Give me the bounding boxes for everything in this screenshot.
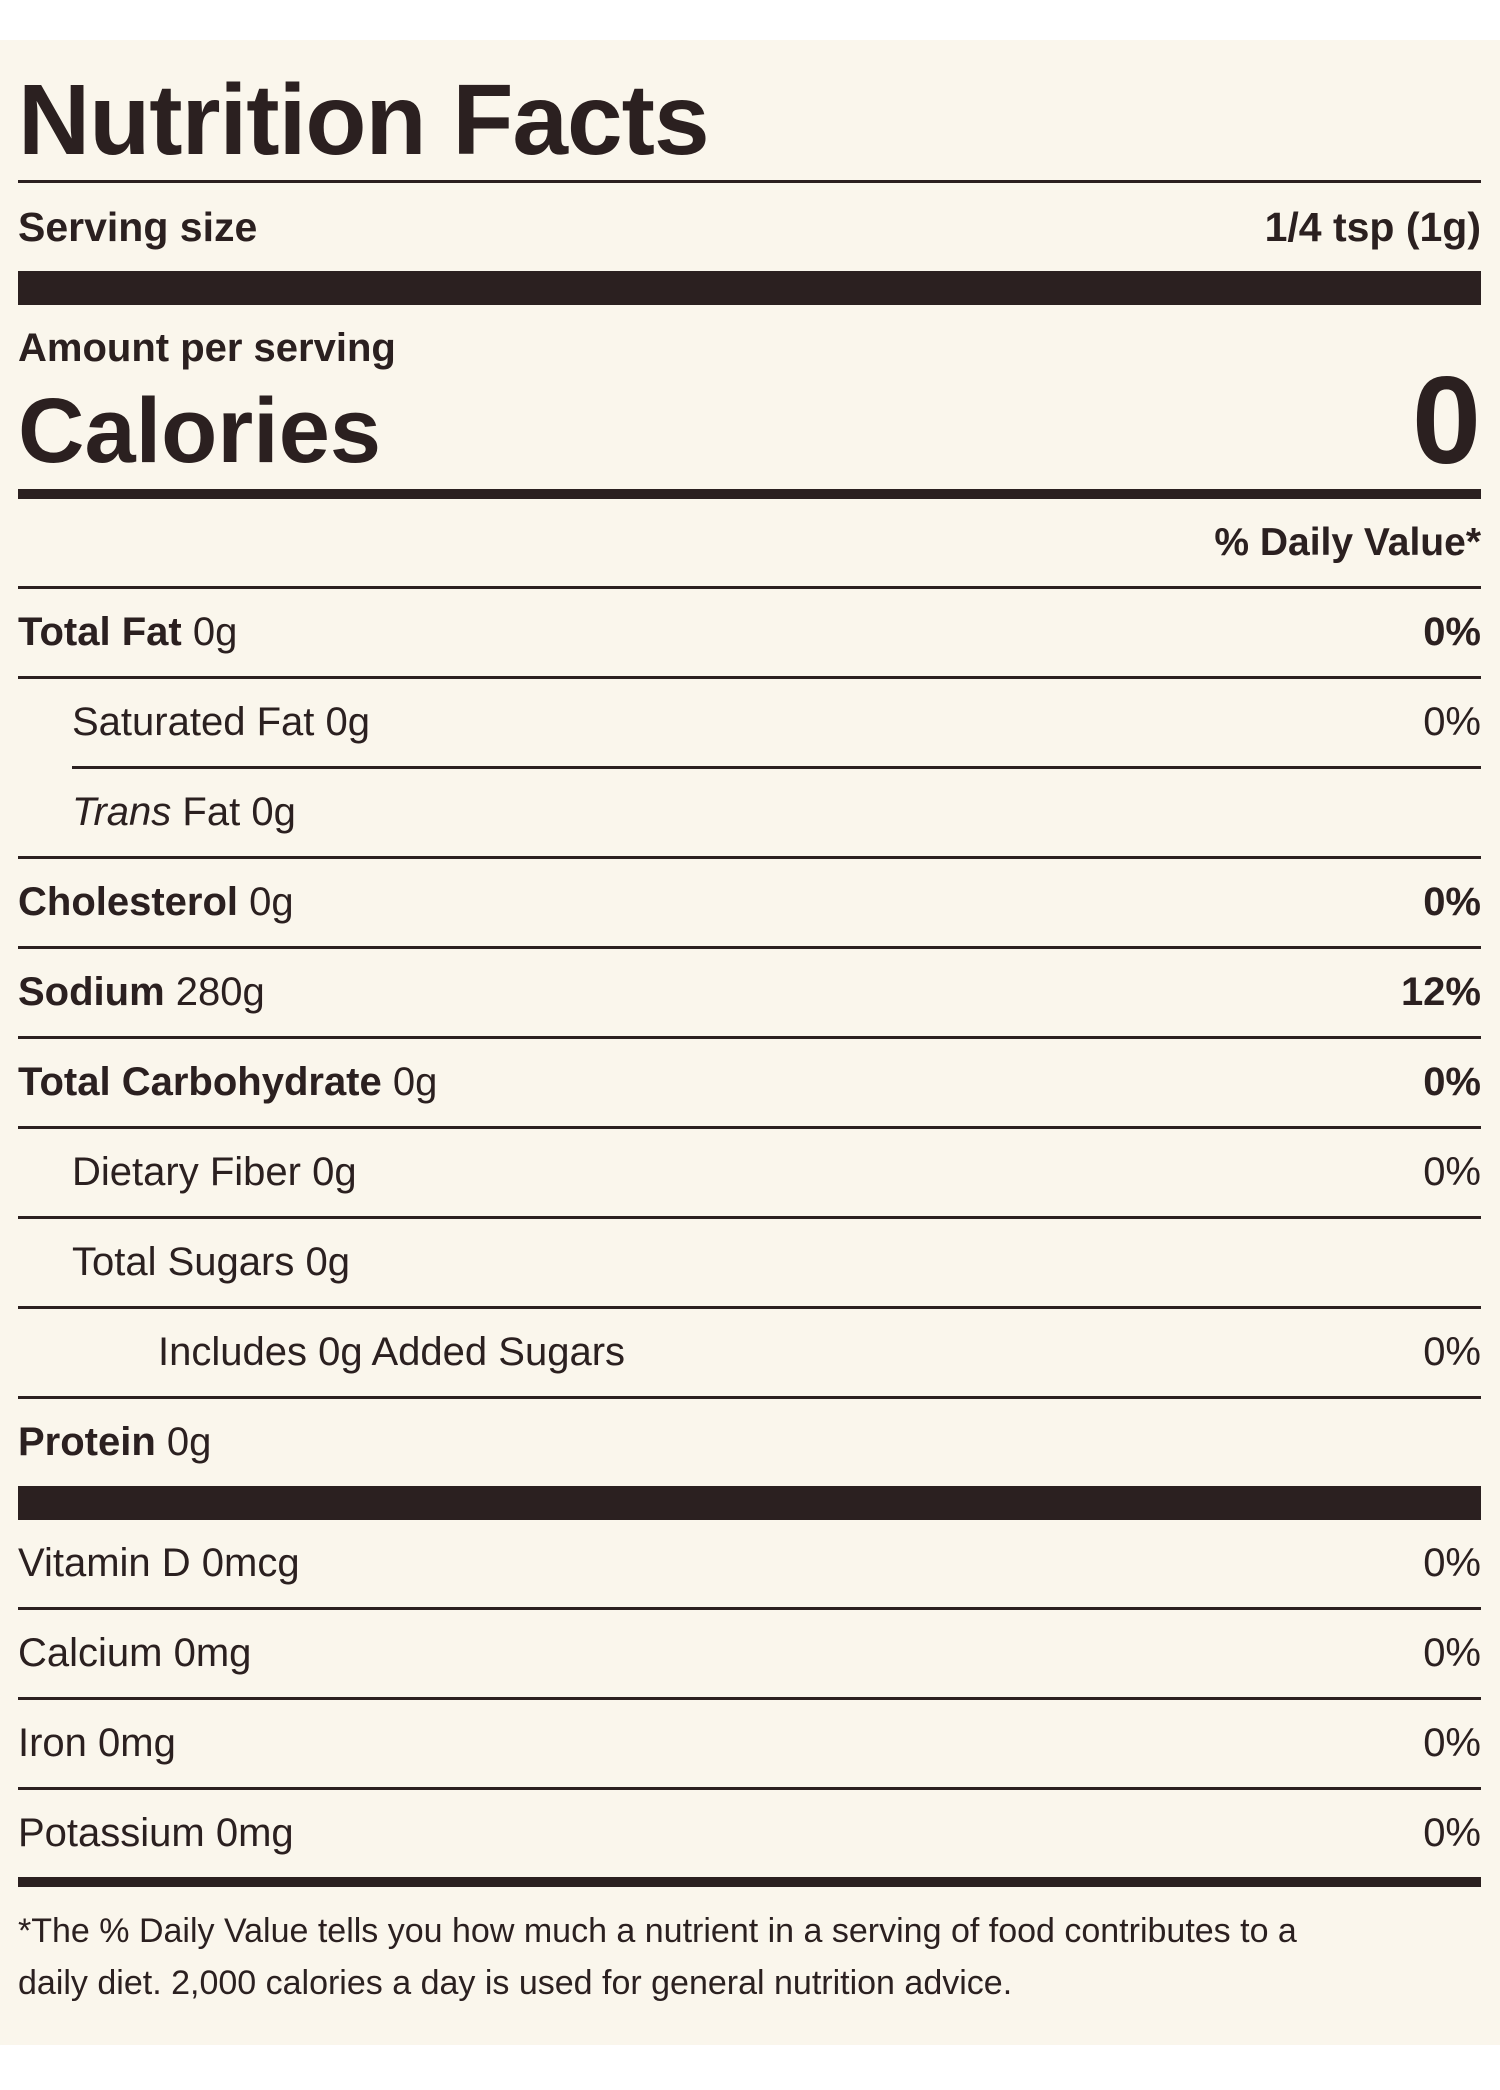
divider [18,1787,1481,1790]
vitamin-dv: 0% [1423,1811,1481,1855]
nutrient-dv: 0% [1423,1330,1481,1374]
divider [72,766,1481,769]
nutrient-dv: 0% [1423,1060,1481,1104]
vitamin-row-potassium: Potassium 0mg 0% [18,1790,1481,1877]
divider [18,1306,1481,1309]
vitamin-row-iron: Iron 0mg 0% [18,1700,1481,1787]
nutrient-label: Saturated Fat 0g [72,700,370,744]
nutrient-label: Sodium 280g [18,970,265,1014]
nutrient-dv: 0% [1423,1150,1481,1194]
calories-value: 0 [1412,352,1481,490]
divider [18,676,1481,679]
nutrient-row-protein: Protein 0g [18,1399,1481,1486]
divider [18,1036,1481,1039]
nutrient-dv: 0% [1423,880,1481,924]
nutrient-row-saturated-fat: Saturated Fat 0g 0% [18,679,1481,766]
divider [18,1126,1481,1129]
nutrient-row-trans-fat: Trans Fat 0g [18,769,1481,856]
nutrient-row-sodium: Sodium 280g 12% [18,949,1481,1036]
footnote-line: *The % Daily Value tells you how much a … [18,1912,1297,1950]
nutrient-row-total-fat: Total Fat 0g 0% [18,589,1481,676]
nutrition-label: Nutrition Facts Serving size 1/4 tsp (1g… [18,40,1481,2009]
divider [18,1697,1481,1700]
divider [18,946,1481,949]
nutrient-dv: 0% [1423,610,1481,654]
divider [18,180,1481,183]
footnote-line: daily diet. 2,000 calories a day is used… [18,1964,1013,2002]
footnote: *The % Daily Value tells you how much a … [18,1887,1481,2009]
nutrient-dv: 12% [1400,970,1481,1014]
vitamin-row-vitamin-d: Vitamin D 0mcg 0% [18,1520,1481,1607]
vitamin-label: Iron 0mg [18,1721,176,1765]
nutrient-label: Includes 0g Added Sugars [158,1330,626,1374]
nutrient-label: Trans Fat 0g [72,790,296,834]
label-panel [0,40,1500,2045]
amount-per-serving: Amount per serving [18,305,1481,377]
calories-row: Calories 0 [18,359,1481,483]
divider [18,1396,1481,1399]
nutrient-label: Dietary Fiber 0g [72,1150,357,1194]
vitamin-label: Calcium 0mg [18,1631,252,1675]
medium-divider [18,1877,1481,1887]
serving-size-value: 1/4 tsp (1g) [1264,203,1481,250]
serving-size-label: Serving size [18,203,258,250]
nutrient-dv: 0% [1423,700,1481,744]
divider [18,586,1481,589]
nutrient-row-dietary-fiber: Dietary Fiber 0g 0% [18,1129,1481,1216]
vitamin-row-calcium: Calcium 0mg 0% [18,1610,1481,1697]
vitamin-dv: 0% [1423,1721,1481,1765]
label-title: Nutrition Facts [18,64,710,176]
thick-divider [18,1486,1481,1520]
divider [18,1607,1481,1610]
thick-divider [18,271,1481,305]
divider [18,1216,1481,1219]
nutrient-row-cholesterol: Cholesterol 0g 0% [18,859,1481,946]
nutrient-row-added-sugars: Includes 0g Added Sugars 0% [18,1309,1481,1396]
nutrient-label: Total Fat 0g [18,610,238,654]
nutrient-row-total-carbohydrate: Total Carbohydrate 0g 0% [18,1039,1481,1126]
daily-value-header: % Daily Value* [1214,520,1481,564]
vitamin-label: Vitamin D 0mcg [18,1541,300,1585]
amount-per-serving-label: Amount per serving [18,326,396,370]
divider [18,856,1481,859]
vitamin-label: Potassium 0mg [18,1811,294,1855]
vitamin-dv: 0% [1423,1541,1481,1585]
nutrient-label: Protein 0g [18,1420,212,1464]
serving-size-row: Serving size 1/4 tsp (1g) [18,183,1481,271]
calories-label: Calories [18,380,382,482]
vitamin-dv: 0% [1423,1631,1481,1675]
nutrient-label: Total Sugars 0g [72,1240,350,1284]
medium-divider [18,489,1481,499]
nutrient-label: Total Carbohydrate 0g [18,1060,438,1104]
nutrient-row-total-sugars: Total Sugars 0g [18,1219,1481,1306]
nutrient-label: Cholesterol 0g [18,880,294,924]
